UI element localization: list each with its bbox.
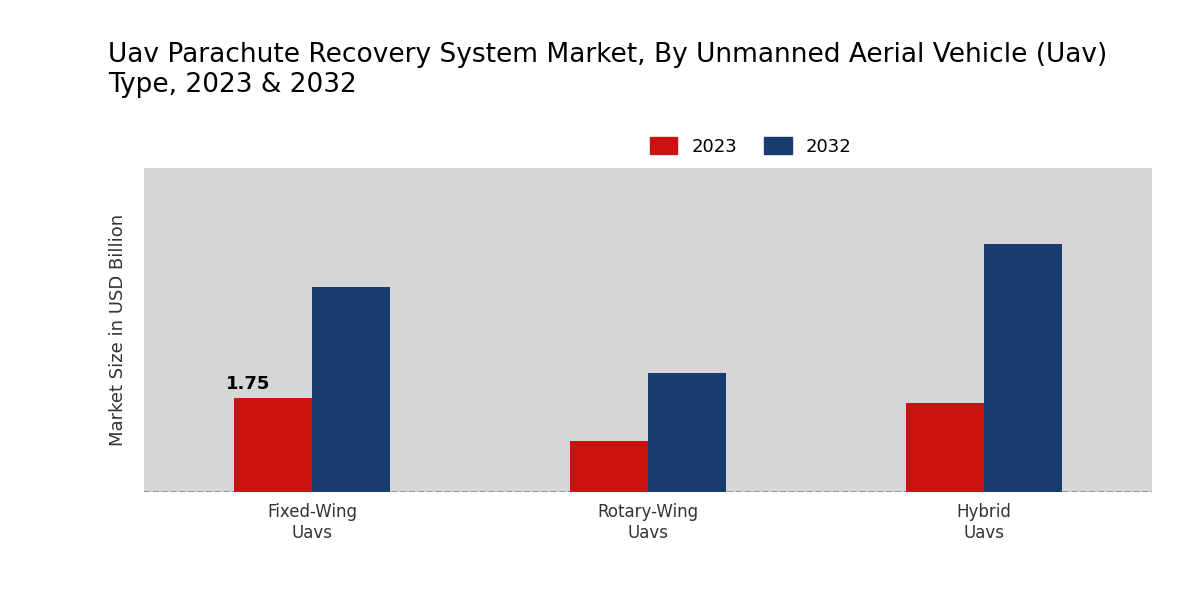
Text: Uav Parachute Recovery System Market, By Unmanned Aerial Vehicle (Uav)
Type, 202: Uav Parachute Recovery System Market, By… — [108, 42, 1108, 98]
Bar — [648, 373, 726, 492]
Text: 1.75: 1.75 — [226, 375, 270, 393]
Bar — [570, 440, 648, 492]
Bar — [984, 244, 1062, 492]
Y-axis label: Market Size in USD Billion: Market Size in USD Billion — [109, 214, 127, 446]
Bar — [906, 403, 984, 492]
Bar — [234, 398, 312, 492]
Legend: 2023, 2032: 2023, 2032 — [641, 128, 860, 165]
Bar — [312, 287, 390, 492]
